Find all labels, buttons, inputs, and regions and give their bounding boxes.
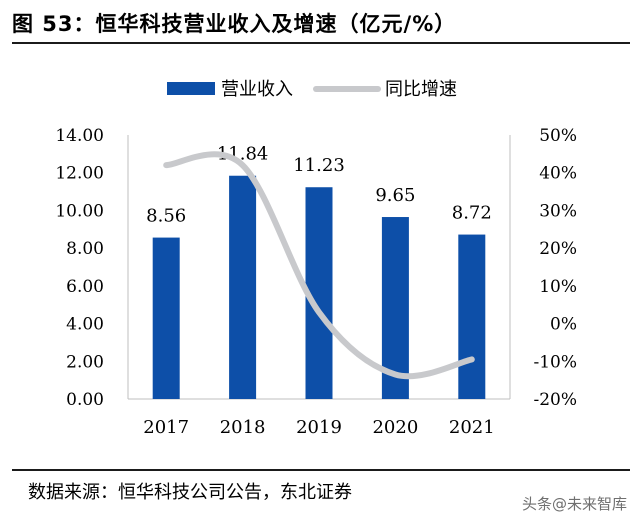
x-tick-label: 2017: [143, 417, 189, 438]
bar-value-label: 9.65: [375, 185, 415, 206]
bar: [152, 237, 180, 399]
source-note: 数据来源：恒华科技公司公告，东北证券: [28, 482, 352, 503]
left-tick-label: 0.00: [66, 390, 104, 410]
left-tick-label: 12.00: [55, 164, 104, 184]
left-tick-label: 14.00: [55, 126, 104, 146]
legend-label-revenue: 营业收入: [221, 79, 293, 100]
right-tick-label: 20%: [539, 239, 577, 259]
right-tick-label: -10%: [533, 352, 577, 372]
plot-area: 0.00 2.00 4.00 6.00 8.00 10.00 12.00 14.00 -20% -…: [55, 126, 577, 438]
bar-value-label: 8.56: [146, 206, 186, 227]
right-tick-label: 50%: [539, 126, 577, 146]
left-tick-label: 4.00: [66, 315, 104, 335]
left-tick-label: 2.00: [66, 352, 104, 372]
title-rule: [12, 42, 630, 44]
x-tick-label: 2021: [449, 417, 495, 438]
right-tick-label: -20%: [533, 390, 577, 410]
bar-value-label: 8.72: [452, 203, 492, 224]
x-tick-label: 2020: [372, 417, 418, 438]
left-tick-label: 10.00: [55, 201, 104, 221]
x-tick-label: 2018: [220, 417, 266, 438]
right-tick-label: 40%: [539, 164, 577, 184]
x-tick-label: 2019: [296, 417, 342, 438]
footer-rule: [12, 469, 630, 471]
left-tick-label: 6.00: [66, 277, 104, 297]
bar: [229, 175, 257, 399]
legend-swatch-revenue: [167, 82, 215, 95]
figure-title: 图 53：恒华科技营业收入及增速（亿元/%）: [12, 12, 457, 36]
legend: 营业收入 同比增速: [167, 79, 457, 100]
right-tick-label: 0%: [550, 315, 577, 335]
bar-value-label: 11.23: [293, 155, 345, 176]
bar: [458, 234, 486, 399]
left-tick-label: 8.00: [66, 239, 104, 259]
watermark: 头条@未来智库: [521, 495, 627, 513]
right-tick-label: 10%: [539, 277, 577, 297]
legend-label-growth: 同比增速: [385, 79, 457, 100]
growth-line: [163, 151, 475, 380]
revenue-growth-chart: 营业收入 同比增速 0.00 2.00 4.00 6.00 8.00 10.00 12.00…: [55, 79, 577, 438]
right-tick-label: 30%: [539, 201, 577, 221]
